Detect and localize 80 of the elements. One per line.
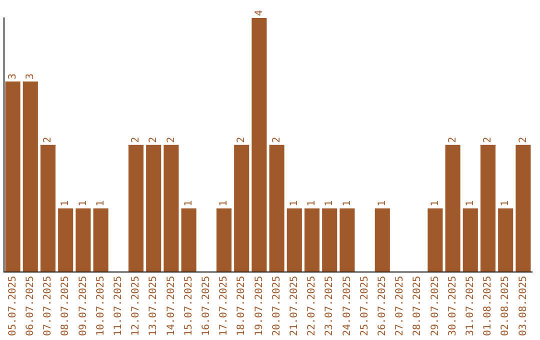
x-tick-label: 03.08.2025 [518, 276, 529, 336]
bar [252, 18, 267, 272]
data-label: 1 [500, 200, 512, 206]
data-label: 1 [324, 200, 336, 206]
x-tick-label: 23.07.2025 [324, 276, 336, 336]
data-label: 1 [306, 200, 318, 206]
bar [181, 208, 196, 272]
x-tick-label: 17.07.2025 [218, 276, 230, 336]
data-label: 1 [78, 200, 89, 206]
x-tick-label: 05.07.2025 [7, 276, 18, 336]
bar [76, 208, 91, 272]
data-label: 2 [130, 136, 142, 143]
x-tick-label: 09.07.2025 [78, 276, 89, 336]
x-tick-label: 22.07.2025 [306, 276, 318, 336]
x-tick-label: 30.07.2025 [447, 276, 458, 336]
data-label: 1 [464, 200, 476, 206]
bar [304, 208, 320, 272]
data-label: 1 [218, 200, 230, 206]
data-label: 1 [376, 200, 388, 206]
bar [462, 208, 478, 272]
bar [234, 144, 250, 272]
x-tick-label: 08.07.2025 [60, 276, 72, 336]
data-label: 1 [430, 200, 441, 206]
data-label: 3 [24, 73, 36, 80]
x-tick-label: 15.07.2025 [183, 276, 194, 336]
bar [480, 144, 496, 272]
data-label: 2 [166, 136, 177, 143]
x-tick-label: 21.07.2025 [288, 276, 300, 336]
x-tick-label: 29.07.2025 [430, 276, 441, 336]
data-label: 1 [95, 200, 106, 206]
bar [22, 81, 38, 272]
x-tick-label: 28.07.2025 [412, 276, 424, 336]
bar [322, 208, 338, 272]
bar [216, 208, 232, 272]
x-tick-label: 12.07.2025 [130, 276, 142, 336]
data-label: 2 [236, 136, 248, 143]
data-label: 2 [148, 136, 160, 143]
bar [374, 208, 390, 272]
x-tick-label: 10.07.2025 [95, 276, 106, 336]
x-tick-label: 14.07.2025 [166, 276, 177, 336]
bar [93, 208, 108, 272]
bar [340, 208, 355, 272]
bar [164, 144, 179, 272]
x-tick-label: 11.07.2025 [112, 276, 124, 336]
x-tick-label: 31.07.2025 [464, 276, 476, 336]
bar [269, 144, 284, 272]
x-tick-label: 13.07.2025 [148, 276, 160, 336]
bar [128, 144, 144, 272]
bar [286, 208, 302, 272]
data-label: 1 [60, 200, 72, 206]
bar [445, 144, 460, 272]
data-label: 4 [254, 10, 265, 16]
data-label: 2 [482, 136, 494, 143]
x-tick-label: 02.08.2025 [500, 276, 512, 336]
x-tick-label: 26.07.2025 [376, 276, 388, 336]
bar [40, 144, 56, 272]
x-tick-label: 19.07.2025 [254, 276, 265, 336]
x-tick-label: 07.07.2025 [42, 276, 54, 336]
data-label: 3 [7, 73, 18, 80]
x-tick-label: 25.07.2025 [359, 276, 370, 336]
x-tick-label: 20.07.2025 [271, 276, 282, 336]
bar [146, 144, 162, 272]
x-tick-label: 01.08.2025 [482, 276, 494, 336]
data-label: 2 [271, 136, 282, 143]
bar [5, 81, 20, 272]
bar [58, 208, 74, 272]
x-tick-label: 24.07.2025 [342, 276, 353, 336]
data-label: 1 [342, 200, 353, 206]
bar [428, 208, 443, 272]
bar [516, 144, 531, 272]
data-label: 1 [288, 200, 300, 206]
x-tick-label: 06.07.2025 [24, 276, 36, 336]
x-tick-label: 27.07.2025 [394, 276, 406, 336]
x-tick-label: 16.07.2025 [200, 276, 212, 336]
data-label: 2 [447, 136, 458, 143]
bar [498, 208, 514, 272]
data-label: 1 [183, 200, 194, 206]
data-label: 2 [42, 136, 54, 143]
x-tick-label: 18.07.2025 [236, 276, 248, 336]
data-label: 2 [518, 136, 529, 143]
